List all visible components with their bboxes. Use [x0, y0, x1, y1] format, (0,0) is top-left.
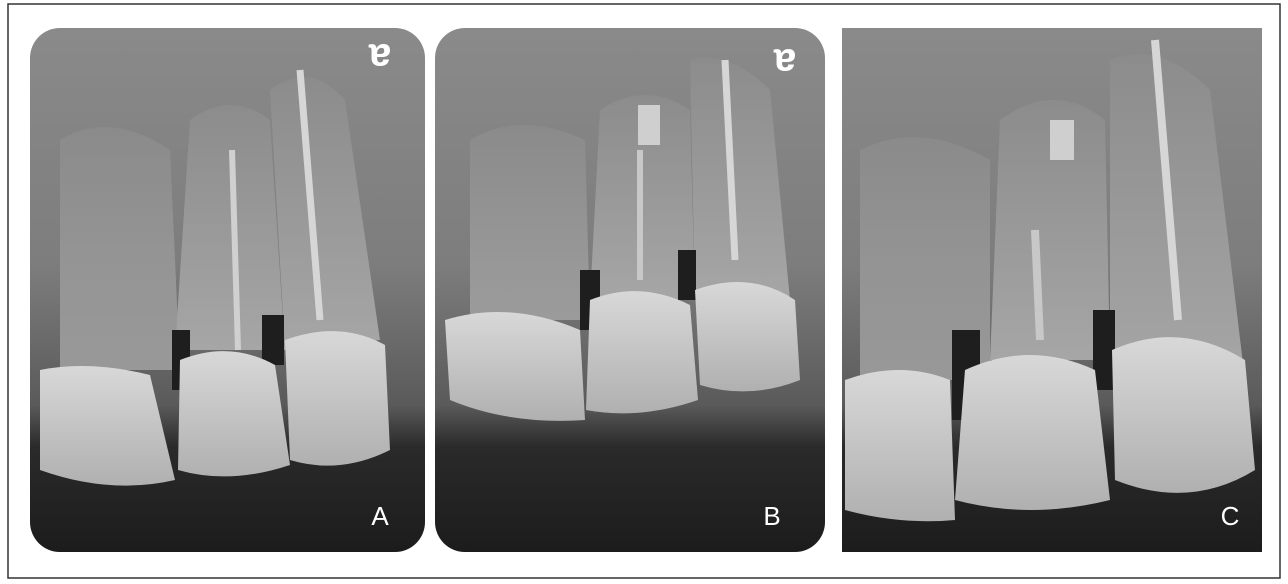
radiograph-a: a A — [30, 28, 425, 552]
radiograph-b: a B — [435, 28, 825, 552]
orientation-marker: a — [368, 35, 391, 79]
panel-label: C — [1221, 501, 1240, 531]
orientation-marker: a — [773, 40, 796, 84]
panel-label: B — [763, 501, 780, 531]
panel-label: A — [371, 501, 389, 531]
radiograph-c: C — [842, 28, 1262, 552]
